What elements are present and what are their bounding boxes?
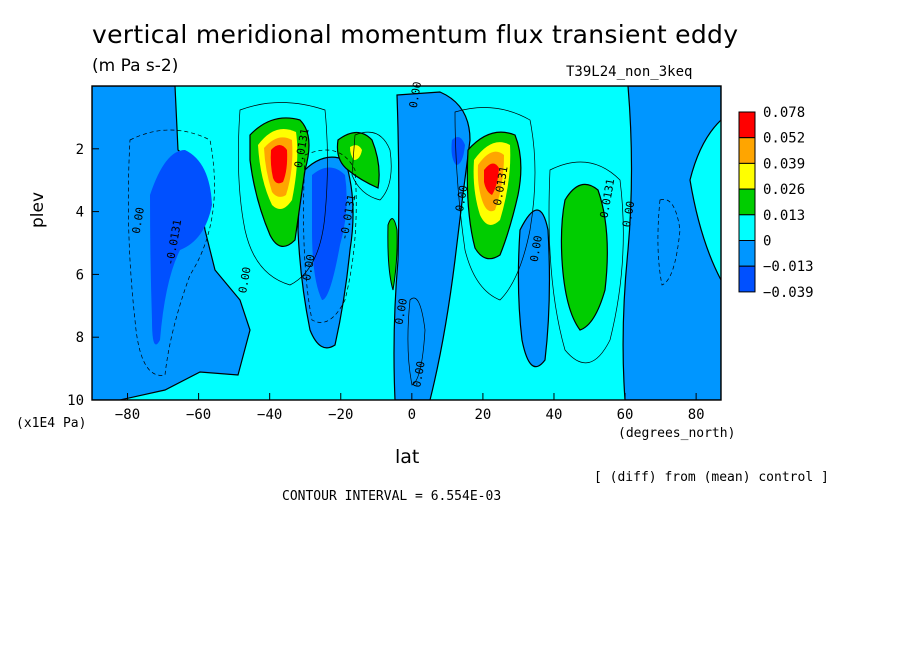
colorbar-swatch [738, 240, 756, 267]
thin-contour-4 [127, 129, 215, 376]
y-axis-ticks: 2 4 6 8 10 [67, 142, 99, 409]
x-axis-ticks: −80 −60 −40 −20 0 20 40 60 80 [115, 393, 705, 423]
x-tick-label: 80 [688, 407, 705, 423]
contour-label: 0.00 [300, 253, 317, 281]
contour-fields [92, 86, 721, 400]
colorbar-label: 0.026 [763, 182, 805, 198]
colorbar-swatch [738, 111, 756, 139]
colorbar-swatch [738, 188, 756, 216]
x-tick-label: 40 [546, 407, 563, 423]
y-tick-label: 10 [67, 393, 84, 409]
x-tick-label: −80 [115, 407, 140, 423]
x-axis-label: lat [395, 446, 420, 468]
y-tick-label: 6 [76, 267, 84, 283]
colorbar-label: 0 [763, 234, 771, 250]
x-tick-label: −40 [257, 407, 282, 423]
x-tick-label: 0 [408, 407, 416, 423]
field-pos-north-jet-red [484, 163, 499, 195]
x-tick-label: 60 [617, 407, 634, 423]
contour-label: 0.00 [130, 206, 147, 234]
contour-interval-note: CONTOUR INTERVAL = 6.554E-03 [282, 489, 502, 504]
field-neg-equator [393, 91, 471, 400]
colorbar-label: 0.013 [763, 208, 805, 224]
colorbar-label: −0.013 [763, 259, 814, 275]
x-tick-label: 20 [474, 407, 491, 423]
thin-contour-6 [351, 131, 392, 201]
field-neg-tropical-south-core [312, 167, 347, 300]
chart-units: (m Pa s-2) [92, 56, 179, 76]
contour-label: 0.00 [410, 360, 427, 388]
contour-label: 0.00 [453, 184, 470, 212]
contour-label: 0.00 [620, 200, 637, 228]
diff-note: [ (diff) from (mean) control ] [594, 470, 829, 485]
thin-contour-7 [657, 199, 681, 286]
x-tick-label: −20 [328, 407, 353, 423]
field-neg-equator-core [451, 136, 465, 165]
field-pos-subtropic-south-yellow [350, 145, 362, 160]
colorbar-label: 0.039 [763, 156, 805, 172]
contour-label: 0.00 [407, 81, 424, 109]
thin-contour-1 [237, 102, 328, 286]
thin-contour-3 [548, 161, 624, 364]
field-neg-north [517, 209, 551, 368]
y-tick-label: 2 [76, 142, 84, 158]
colorbar-swatch [738, 137, 756, 164]
colorbar-label: 0.078 [763, 105, 805, 121]
chart-title: vertical meridional momentum flux transi… [92, 20, 739, 49]
x-axis-units: (degrees_north) [618, 426, 736, 441]
y-tick-label: 4 [76, 205, 84, 221]
field-pos-subtropic-south [336, 131, 380, 189]
y-axis-units: (x1E4 Pa) [16, 416, 87, 431]
field-pos-north-midlat [560, 183, 608, 331]
plot-frame [91, 85, 722, 401]
y-tick-label: 8 [76, 330, 84, 346]
colorbar-label: −0.039 [763, 285, 814, 301]
run-label: T39L24_non_3keq [566, 64, 693, 80]
field-neg-south-core [150, 150, 212, 345]
field-pos-small-sliver [387, 218, 398, 291]
colorbar-label: 0.052 [763, 131, 805, 147]
contour-label: 0.00 [528, 234, 545, 262]
colorbar-swatch [738, 162, 756, 190]
contour-label: 0.00 [393, 297, 410, 325]
colorbar-legend: 0.078 0.052 0.039 0.026 0.013 0 −0.013 −0.039 [738, 105, 814, 301]
thin-contour-8 [407, 297, 426, 386]
colorbar-swatch [738, 265, 756, 293]
field-pos-south-jet-red [270, 145, 288, 184]
contour-label: 0.00 [236, 266, 253, 294]
thin-contour-2 [454, 107, 536, 301]
contour-labels: 0.000.00 -0.01310.000.01310.00-0.01310.00… [130, 81, 638, 389]
thin-contours [127, 102, 681, 386]
colorbar-swatch [738, 214, 756, 242]
thin-contour-5 [303, 149, 357, 323]
x-tick-label: −60 [186, 407, 211, 423]
